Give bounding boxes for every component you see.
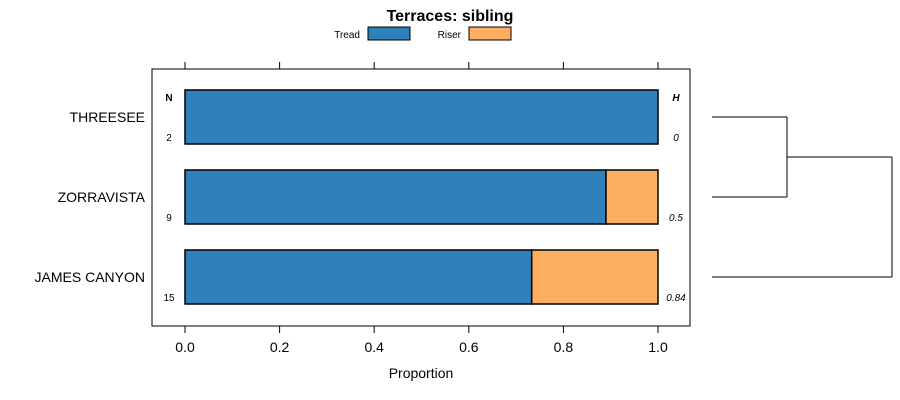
legend: Tread Riser — [334, 26, 512, 41]
x-tick-label: 0.6 — [459, 339, 479, 355]
n-column: N 2 9 15 — [163, 93, 175, 304]
legend-label-riser: Riser — [438, 30, 462, 41]
legend-label-tread: Tread — [334, 30, 360, 41]
h-value: 0.84 — [666, 293, 686, 304]
h-value: 0 — [673, 133, 679, 144]
bottom-axis: 0.0 0.2 0.4 0.6 0.8 1.0 — [175, 326, 668, 355]
legend-swatch-riser — [468, 26, 512, 41]
bars — [184, 89, 659, 305]
bar-riser — [530, 249, 659, 305]
top-ticks — [184, 62, 659, 69]
n-header: N — [165, 93, 172, 104]
dendrogram — [712, 116, 893, 278]
category-label: JAMES CANYON — [35, 269, 145, 285]
chart-title: Terraces: sibling — [387, 8, 514, 25]
bar-tread — [184, 169, 607, 225]
x-tick-label: 0.4 — [364, 339, 384, 355]
n-value: 2 — [166, 133, 172, 144]
h-header: H — [672, 93, 680, 104]
x-tick-label: 1.0 — [648, 339, 668, 355]
bar-tread — [184, 89, 659, 145]
category-label: THREESEE — [70, 109, 145, 125]
n-value: 15 — [163, 293, 175, 304]
legend-swatch-tread — [367, 26, 411, 41]
x-tick-label: 0.0 — [175, 339, 195, 355]
x-axis-label: Proportion — [389, 365, 454, 381]
category-labels: THREESEE ZORRAVISTA JAMES CANYON — [35, 109, 146, 285]
x-tick-label: 0.8 — [554, 339, 574, 355]
bar-riser — [605, 169, 659, 225]
h-value: 0.5 — [669, 213, 683, 224]
plot-panel — [151, 68, 691, 327]
category-label: ZORRAVISTA — [58, 189, 146, 205]
h-column: H 0 0.5 0.84 — [666, 93, 686, 304]
bar-tread — [184, 249, 533, 305]
n-value: 9 — [166, 213, 172, 224]
x-tick-label: 0.2 — [270, 339, 290, 355]
